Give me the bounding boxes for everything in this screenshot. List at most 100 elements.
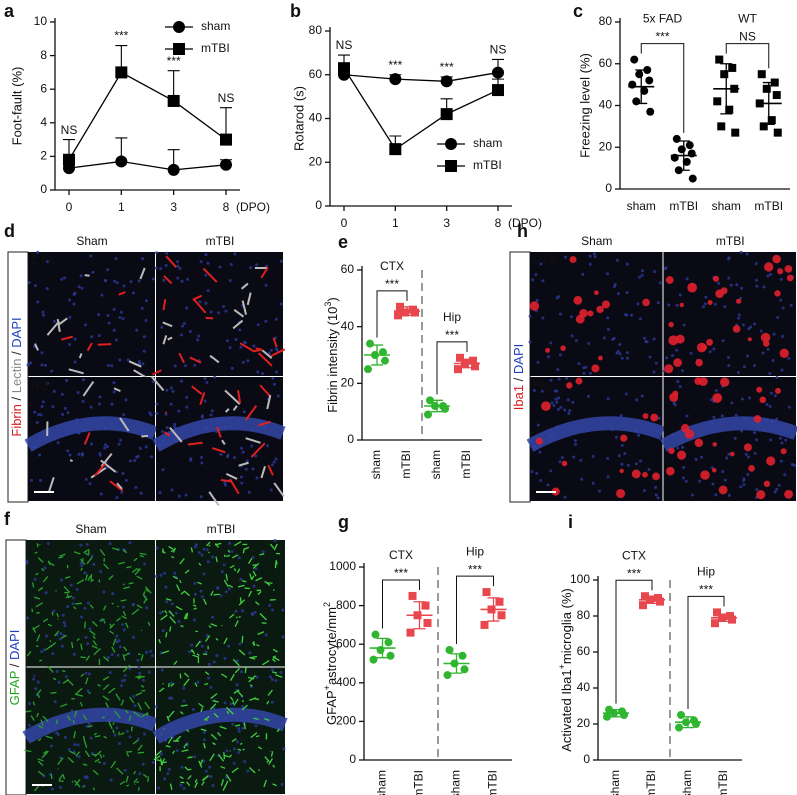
texture	[552, 404, 556, 408]
texture	[619, 414, 623, 418]
texture	[119, 780, 126, 786]
texture	[32, 701, 36, 706]
texture	[789, 303, 793, 307]
texture	[83, 571, 87, 575]
texture	[679, 302, 685, 308]
texture	[85, 543, 89, 547]
marker	[423, 618, 432, 627]
texture	[577, 362, 581, 366]
texture	[150, 455, 154, 459]
marker	[603, 712, 611, 721]
texture	[246, 769, 250, 773]
marker	[364, 365, 372, 374]
texture	[117, 605, 119, 608]
row-label: CTX	[533, 253, 557, 267]
texture	[222, 563, 226, 567]
texture	[779, 459, 783, 463]
marker	[717, 122, 726, 131]
texture	[132, 694, 136, 698]
texture	[63, 624, 67, 628]
texture	[215, 637, 219, 641]
texture	[149, 649, 153, 653]
texture	[251, 575, 255, 581]
texture	[635, 398, 639, 402]
x-unit: (DPO)	[508, 216, 542, 230]
texture	[52, 677, 57, 681]
marker	[441, 404, 449, 413]
texture	[52, 390, 56, 394]
texture	[248, 557, 253, 564]
texture	[768, 372, 772, 376]
significance: ***	[699, 583, 713, 597]
texture	[267, 351, 271, 355]
texture	[591, 481, 595, 485]
texture	[82, 785, 85, 788]
texture	[642, 471, 648, 478]
texture	[223, 752, 226, 760]
texture	[248, 767, 256, 774]
texture	[530, 470, 534, 474]
texture	[177, 619, 181, 623]
texture	[682, 323, 686, 327]
texture	[253, 610, 257, 614]
texture	[276, 728, 280, 733]
texture	[266, 700, 270, 705]
texture	[203, 399, 207, 403]
texture	[112, 308, 116, 312]
texture	[763, 480, 771, 487]
texture	[227, 644, 231, 648]
texture	[39, 413, 43, 417]
marker	[672, 134, 681, 143]
texture	[137, 787, 140, 791]
texture	[237, 584, 245, 588]
texture	[131, 291, 135, 295]
marker	[396, 302, 404, 311]
texture	[106, 268, 110, 272]
texture	[191, 385, 203, 395]
x-tick-label: sham	[608, 770, 622, 795]
marker	[645, 76, 654, 85]
texture	[215, 654, 219, 658]
texture	[126, 358, 130, 362]
texture	[528, 314, 532, 318]
y-tick-label: 40	[341, 319, 355, 333]
texture	[100, 452, 113, 468]
marker	[384, 638, 393, 647]
texture	[240, 609, 244, 613]
texture	[105, 445, 109, 449]
texture	[558, 312, 562, 316]
texture	[109, 623, 115, 629]
legend-label: sham	[201, 19, 230, 33]
texture	[97, 334, 101, 338]
texture	[112, 729, 115, 734]
texture	[37, 737, 42, 742]
texture	[89, 405, 93, 409]
texture	[189, 457, 193, 461]
texture	[59, 631, 63, 635]
texture	[182, 686, 186, 690]
marker	[440, 108, 453, 121]
panel-letter: h	[517, 221, 528, 241]
texture	[780, 334, 784, 338]
texture	[619, 468, 624, 474]
significance: ***	[445, 328, 459, 342]
texture	[102, 695, 110, 701]
texture	[235, 740, 239, 744]
texture	[72, 652, 76, 656]
texture	[541, 401, 551, 411]
texture	[561, 460, 568, 467]
texture	[114, 257, 118, 261]
texture	[190, 643, 194, 647]
texture	[713, 302, 717, 306]
annotation: NS	[218, 91, 235, 105]
texture	[237, 726, 241, 730]
texture	[723, 478, 727, 482]
texture	[606, 272, 610, 276]
texture	[137, 676, 143, 680]
texture	[243, 340, 247, 344]
panel-letter: c	[573, 1, 583, 21]
texture	[675, 303, 679, 307]
texture	[69, 583, 73, 587]
texture	[279, 302, 283, 306]
texture	[672, 401, 676, 405]
